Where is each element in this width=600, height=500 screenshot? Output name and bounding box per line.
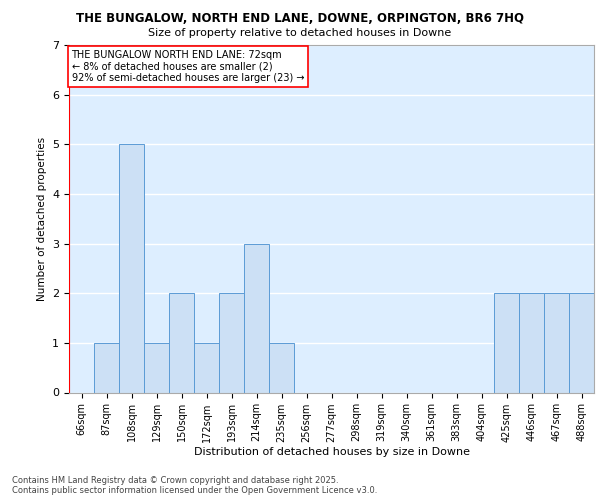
Bar bbox=[544, 293, 569, 392]
Text: Contains HM Land Registry data © Crown copyright and database right 2025.
Contai: Contains HM Land Registry data © Crown c… bbox=[12, 476, 377, 495]
Bar bbox=[494, 293, 519, 392]
Y-axis label: Number of detached properties: Number of detached properties bbox=[37, 136, 47, 301]
Bar bbox=[169, 293, 194, 392]
Text: Size of property relative to detached houses in Downe: Size of property relative to detached ho… bbox=[148, 28, 452, 38]
Bar bbox=[119, 144, 144, 392]
Bar bbox=[94, 343, 119, 392]
Bar bbox=[269, 343, 294, 392]
Bar bbox=[194, 343, 219, 392]
Bar bbox=[244, 244, 269, 392]
Bar bbox=[519, 293, 544, 392]
Bar bbox=[219, 293, 244, 392]
Bar bbox=[569, 293, 594, 392]
Bar bbox=[144, 343, 169, 392]
X-axis label: Distribution of detached houses by size in Downe: Distribution of detached houses by size … bbox=[193, 448, 470, 458]
Text: THE BUNGALOW, NORTH END LANE, DOWNE, ORPINGTON, BR6 7HQ: THE BUNGALOW, NORTH END LANE, DOWNE, ORP… bbox=[76, 12, 524, 26]
Text: THE BUNGALOW NORTH END LANE: 72sqm
← 8% of detached houses are smaller (2)
92% o: THE BUNGALOW NORTH END LANE: 72sqm ← 8% … bbox=[71, 50, 304, 83]
